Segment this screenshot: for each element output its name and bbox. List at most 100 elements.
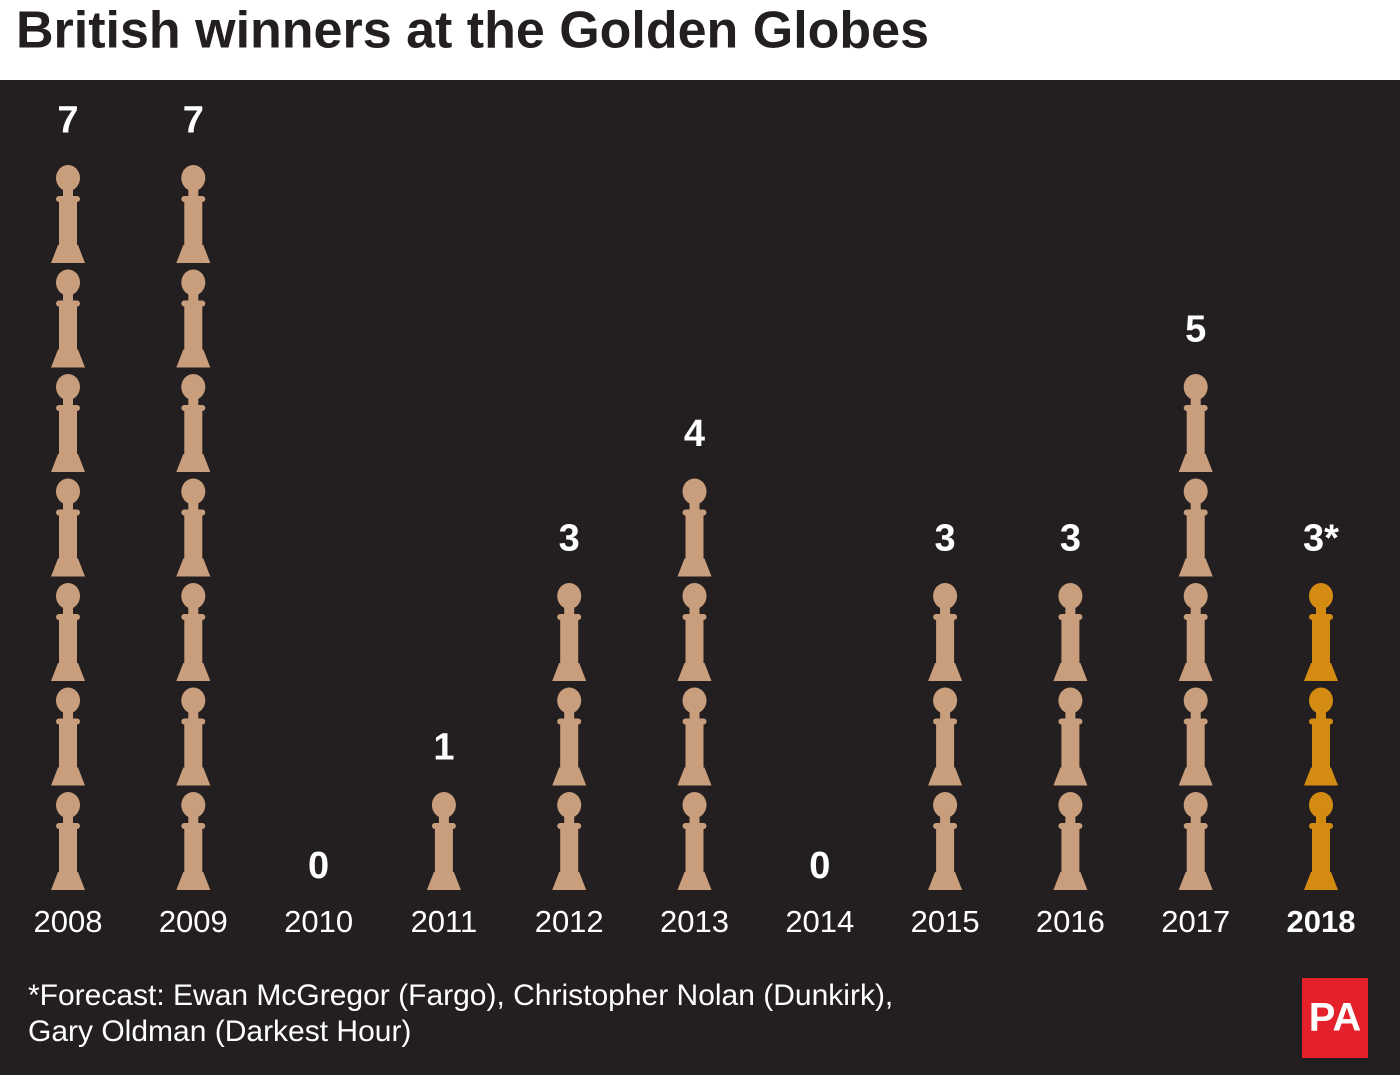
icon-base [1178, 767, 1213, 786]
x-tick-label: 2008 [34, 904, 103, 939]
icon-base [51, 663, 85, 681]
icon-head [933, 687, 958, 714]
icon-column [59, 619, 77, 665]
icon-neck [940, 607, 951, 615]
icon-column [936, 828, 955, 874]
icon-head [56, 269, 80, 296]
icon-neck [940, 711, 951, 720]
icon-base [51, 767, 85, 786]
icon-head [1309, 792, 1333, 818]
icon-head [1183, 583, 1208, 609]
footnote: Gary Oldman (Darkest Hour) [28, 1015, 411, 1048]
icon-base [1304, 663, 1338, 681]
icon-column [1186, 514, 1205, 561]
icon-collar [1309, 614, 1333, 620]
title-band [0, 0, 1400, 80]
icon-column [1312, 619, 1330, 665]
logo-box [1302, 978, 1368, 1058]
icon-head [933, 583, 958, 609]
icon-head [56, 165, 80, 191]
value-label: 0 [308, 845, 329, 887]
icon-neck [188, 293, 199, 302]
icon-column [1061, 828, 1080, 874]
icon-head [181, 478, 206, 505]
icon-collar [56, 823, 80, 829]
icon-neck [564, 816, 575, 824]
icon-head [181, 374, 206, 400]
icon-collar [1183, 405, 1208, 411]
icon-base [1178, 558, 1213, 577]
icon-neck [188, 398, 199, 406]
icon-head [682, 687, 707, 714]
icon-collar [682, 509, 707, 516]
icon-head [1058, 792, 1083, 818]
icon-neck [1316, 816, 1326, 824]
icon-collar [557, 823, 582, 829]
value-label: 4 [684, 413, 705, 455]
icon-collar [181, 718, 206, 725]
x-tick-label: 2009 [159, 904, 228, 939]
x-tick-label: 2013 [660, 904, 729, 939]
icon-column [560, 619, 579, 665]
icon-collar [1183, 823, 1208, 829]
icon-head [682, 792, 707, 818]
icon-column [59, 305, 77, 352]
icon-stack [1178, 374, 1213, 890]
icon-base [552, 872, 587, 890]
icon-base [1178, 872, 1213, 890]
icon-stack [1304, 583, 1338, 890]
icon-neck [188, 502, 199, 511]
icon-column [434, 828, 453, 874]
icon-collar [557, 614, 582, 620]
icon-stack [552, 583, 587, 890]
icon-collar [56, 718, 80, 725]
icon-neck [63, 816, 73, 824]
icon-neck [63, 607, 73, 615]
icon-head [1183, 478, 1208, 505]
icon-column [1312, 828, 1330, 874]
icon-head [557, 583, 582, 609]
icon-neck [1190, 398, 1201, 406]
icon-neck [1065, 816, 1076, 824]
chart-background [0, 80, 1400, 1075]
icon-column [1061, 723, 1080, 770]
icon-collar [56, 405, 80, 411]
icon-column [1186, 619, 1205, 665]
icon-head [56, 374, 80, 400]
x-tick-label: 2017 [1161, 904, 1230, 939]
icon-neck [1316, 711, 1326, 720]
icon-stack [677, 478, 712, 890]
icon-head [56, 583, 80, 609]
icon-neck [63, 502, 73, 511]
icon-base [677, 872, 712, 890]
icon-collar [1309, 823, 1333, 829]
icon-column [685, 619, 704, 665]
icon-head [682, 583, 707, 609]
icon-base [176, 558, 211, 577]
icon-column [59, 201, 77, 247]
icon-head [431, 792, 456, 818]
icon-collar [1183, 718, 1208, 725]
icon-base [552, 663, 587, 681]
icon-base [677, 663, 712, 681]
value-label: 5 [1185, 309, 1206, 351]
icon-column [560, 723, 579, 770]
icon-base [1053, 872, 1088, 890]
icon-column [685, 514, 704, 561]
icon-neck [1316, 607, 1326, 615]
icon-head [181, 687, 206, 714]
icon-base [677, 558, 712, 577]
icon-stack [928, 583, 963, 890]
icon-collar [557, 718, 582, 725]
icon-collar [181, 823, 206, 829]
icon-base [1053, 767, 1088, 786]
icon-collar [431, 823, 456, 829]
icon-column [184, 201, 203, 247]
icon-neck [63, 711, 73, 720]
icon-head [56, 792, 80, 818]
icon-collar [56, 509, 80, 516]
logo: PA [1309, 996, 1362, 1040]
icon-head [181, 165, 206, 191]
icon-column [184, 410, 203, 456]
